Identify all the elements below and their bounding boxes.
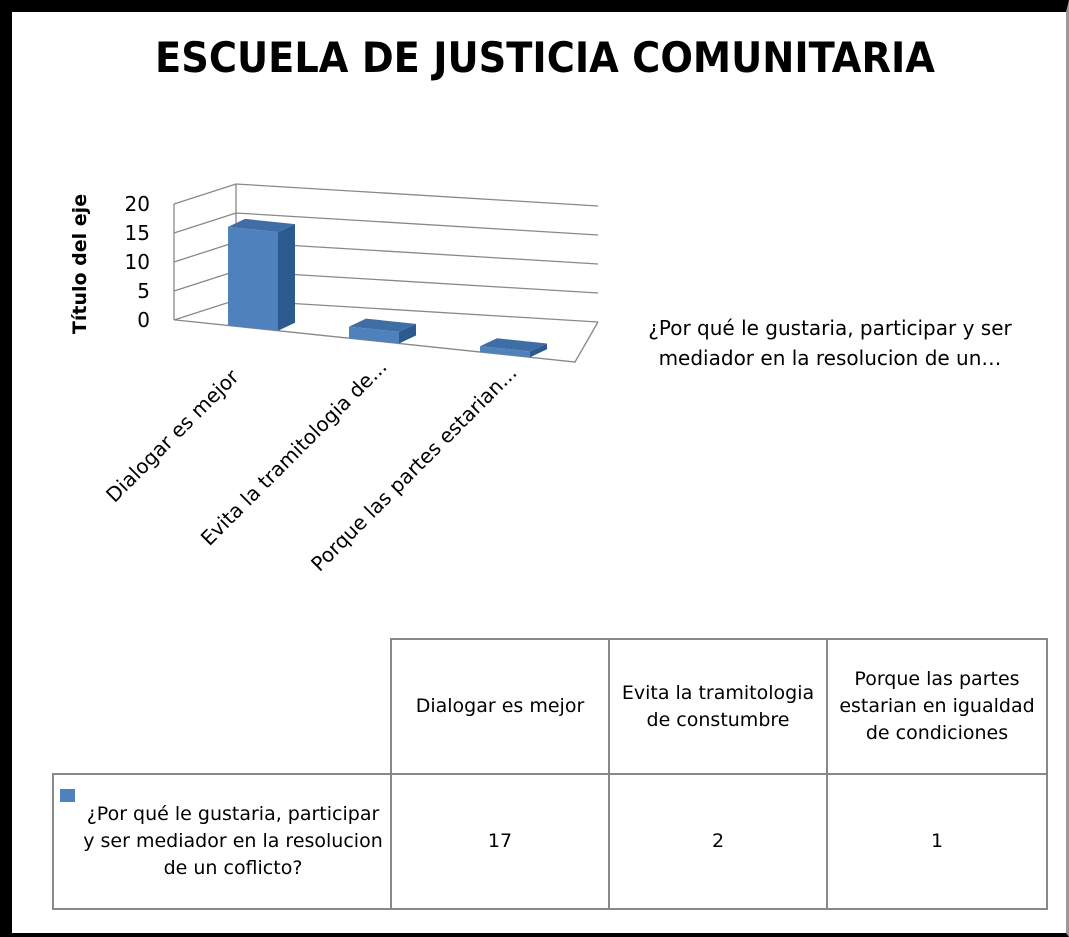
legend-marker xyxy=(60,789,75,802)
x-tick-label: Dialogar es mejor xyxy=(101,364,244,507)
bar xyxy=(349,326,399,344)
bar-side xyxy=(278,224,295,331)
table-header: Dialogar es mejor xyxy=(390,638,610,775)
grid-line xyxy=(173,183,599,207)
series-cell: ¿Por qué le gustaria, participar y ser m… xyxy=(52,773,392,910)
table-header: Porque las partes estarian en igualdad d… xyxy=(826,638,1048,775)
series-name: ¿Por qué le gustaria, participar y ser m… xyxy=(83,803,383,879)
table-header: Evita la tramitologia de constumbre xyxy=(608,638,828,775)
bar xyxy=(480,346,530,358)
data-table: Dialogar es mejor Evita la tramitologia … xyxy=(52,638,1048,910)
legend-entry: ¿Por qué le gustaria, participar y ser m… xyxy=(648,316,1012,370)
bar xyxy=(228,226,278,331)
bar-top xyxy=(228,218,295,233)
bar-top xyxy=(349,318,416,332)
y-tick-label: 15 xyxy=(125,221,150,245)
table-value: 1 xyxy=(826,773,1048,910)
bar-side xyxy=(399,323,416,344)
chart-title: ESCUELA DE JUSTICIA COMUNITARIA xyxy=(155,33,935,82)
y-axis-title: Título del eje xyxy=(69,194,91,334)
table-value: 17 xyxy=(390,773,610,910)
blank-cell xyxy=(53,639,392,775)
chart: ESCUELA DE JUSTICIA COMUNITARIA Título d… xyxy=(69,33,935,576)
bar-side xyxy=(530,343,547,358)
y-tick-label: 10 xyxy=(125,250,150,274)
y-tick-label: 20 xyxy=(125,192,150,216)
y-tick-label: 5 xyxy=(137,279,150,303)
bar-top xyxy=(480,338,547,352)
table-value: 2 xyxy=(608,773,828,910)
y-tick-label: 0 xyxy=(137,308,150,332)
